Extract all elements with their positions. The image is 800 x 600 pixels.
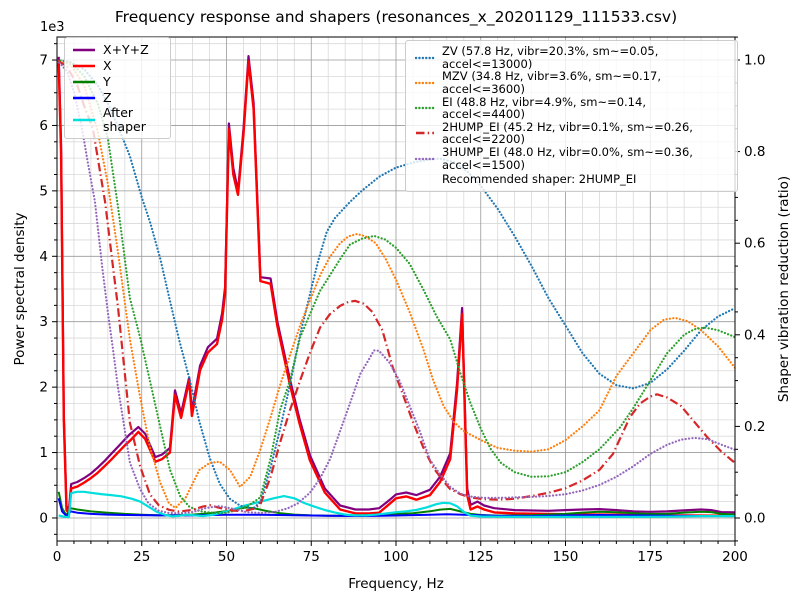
series-after-shaper xyxy=(58,490,735,519)
legend-item-label: Y xyxy=(103,74,111,90)
x-tick-label: 150 xyxy=(553,549,579,565)
y-right-tick-label: 0.8 xyxy=(744,144,765,160)
legend-swatch-line xyxy=(73,64,95,68)
legend-note: Recommended shaper: 2HUMP_EI xyxy=(442,172,637,187)
legend-item: 3HUMP_EI (48.0 Hz, vibr=0.0%, sm~=0.36, … xyxy=(414,146,729,171)
legend-item-label: MZV (34.8 Hz, vibr=3.6%, sm~=0.17, accel… xyxy=(442,69,661,96)
legend-item-label: X+Y+Z xyxy=(103,42,149,58)
series-z xyxy=(57,498,735,517)
chart-title: Frequency response and shapers (resonanc… xyxy=(114,8,678,26)
legend-item: X+Y+Z xyxy=(71,42,164,58)
legend-item: ZV (57.8 Hz, vibr=20.3%, sm~=0.05, accel… xyxy=(414,45,729,70)
legend-item: After shaper xyxy=(71,106,164,134)
legend-item-label: 2HUMP_EI (45.2 Hz, vibr=0.1%, sm~=0.26, … xyxy=(442,119,693,147)
series-ei xyxy=(57,58,735,515)
x-tick-label: 200 xyxy=(722,549,748,565)
x-tick-label: 25 xyxy=(133,549,150,565)
legend-swatch-line xyxy=(414,107,436,110)
legend-swatch-line xyxy=(414,157,436,160)
y-right-tick-label: 0.6 xyxy=(744,236,765,252)
legend-swatch-line xyxy=(416,132,434,135)
y-right-tick-label: 0.2 xyxy=(744,419,765,435)
y-axis-offset-label: 1e3 xyxy=(40,20,65,35)
y-left-tick-label: 2 xyxy=(39,380,48,396)
legend-item-label: EI (48.8 Hz, vibr=4.9%, sm~=0.14, accel<… xyxy=(442,94,646,122)
x-tick-label: 50 xyxy=(218,549,235,565)
y-axis-label-left: Power spectral density xyxy=(12,212,28,366)
x-tick-label: 75 xyxy=(303,549,320,565)
legend-swatch-line xyxy=(414,81,436,85)
y-left-tick-label: 6 xyxy=(39,118,48,134)
y-left-tick-label: 1 xyxy=(39,445,48,461)
legend-item: Z xyxy=(71,90,164,106)
series-2hump-ei xyxy=(57,59,735,513)
legend-swatch-line xyxy=(73,118,95,121)
legend-item-label: 3HUMP_EI (48.0 Hz, vibr=0.0%, sm~=0.36, … xyxy=(442,145,693,172)
series-curves xyxy=(57,55,735,519)
y-right-tick-label: 1.0 xyxy=(744,52,765,68)
y-left-tick-label: 4 xyxy=(39,249,48,265)
legend-swatch-line xyxy=(73,96,95,100)
legend-item: 2HUMP_EI (45.2 Hz, vibr=0.1%, sm~=0.26, … xyxy=(414,119,729,147)
y-left-tick-label: 3 xyxy=(39,314,48,330)
legend-swatch-line xyxy=(73,48,95,52)
legend-psd: X+Y+Z X Y Z After shaper xyxy=(64,37,171,139)
legend-item-label: Z xyxy=(103,90,112,106)
series-x xyxy=(57,60,735,518)
legend-item: MZV (34.8 Hz, vibr=3.6%, sm~=0.17, accel… xyxy=(414,70,729,95)
y-right-tick-label: 0.0 xyxy=(744,511,765,527)
series-mzv xyxy=(57,58,735,509)
x-tick-label: 175 xyxy=(637,549,663,565)
x-axis-label: Frequency, Hz xyxy=(348,576,444,592)
series-3hump-ei xyxy=(57,58,735,515)
series-zv xyxy=(57,58,735,510)
x-tick-label: 125 xyxy=(468,549,494,565)
legend-shapers: ZV (57.8 Hz, vibr=20.3%, sm~=0.05, accel… xyxy=(405,40,738,193)
legend-item: EI (48.8 Hz, vibr=4.9%, sm~=0.14, accel<… xyxy=(414,94,729,122)
y-left-tick-label: 5 xyxy=(39,183,48,199)
axis-ticks xyxy=(52,36,740,546)
legend-swatch-line xyxy=(414,56,436,59)
y-right-tick-label: 0.4 xyxy=(744,327,765,343)
legend-swatch-line xyxy=(73,80,95,84)
axis-tick-labels: 0 25 50 75 100 125 150 175 200 0 1 2 3 4 5 6 7 0.0 0.2 0.4 0… xyxy=(39,52,765,565)
legend-item-label: After shaper xyxy=(103,105,146,134)
legend-item-label: ZV (57.8 Hz, vibr=20.3%, sm~=0.05, accel… xyxy=(442,44,659,71)
y-left-tick-label: 7 xyxy=(39,53,48,69)
x-tick-label: 0 xyxy=(53,549,62,565)
legend-item: X xyxy=(71,58,164,74)
x-tick-label: 100 xyxy=(383,549,409,565)
legend-item: Y xyxy=(71,74,164,90)
legend-item-label: X xyxy=(103,58,112,74)
y-left-tick-label: 0 xyxy=(39,510,48,526)
y-axis-label-right: Shaper vibration reduction (ratio) xyxy=(776,175,792,403)
